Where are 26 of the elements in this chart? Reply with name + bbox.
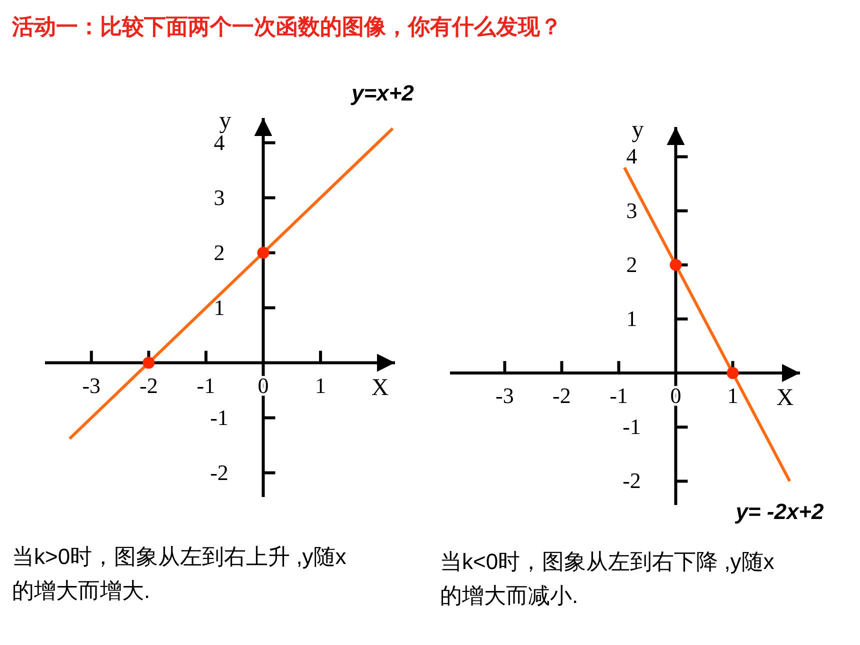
y-tick-label: 2 [626, 252, 638, 277]
x-axis-title: X [371, 374, 389, 401]
x-tick-label: -2 [552, 383, 571, 408]
y-tick-label: 3 [214, 184, 225, 210]
y-tick-label: -1 [210, 404, 228, 430]
text: 当k>0时，图象从左到右上升 ,y随x的增大而增大. [12, 543, 348, 605]
y-tick-label: -2 [210, 460, 228, 485]
y-tick-label: 2 [214, 240, 225, 265]
x-tick-label: 1 [315, 372, 326, 398]
x-tick-label: -3 [496, 383, 514, 408]
y-tick-label: -1 [622, 414, 641, 440]
chart-title: 活动一：比较下面两个一次函数的图像，你有什么发现？ [12, 13, 562, 41]
y-tick-label: 4 [626, 144, 638, 169]
series-label: y=x+2 [350, 80, 415, 106]
x-tick-label: -3 [82, 372, 101, 398]
x-tick-label: -2 [140, 372, 158, 398]
text: 当k<0时，图象从左到右下降 ,y随x的增大而减小. [440, 548, 776, 610]
x-axis-title: X [776, 385, 794, 412]
y-axis-title: y [632, 117, 644, 143]
y-tick-label: 3 [626, 198, 638, 223]
y-tick-label: 1 [214, 294, 225, 320]
y-tick-label: -2 [622, 468, 641, 494]
series-label: y= -2x+2 [734, 499, 825, 524]
y-axis-title: y [219, 108, 232, 134]
y-tick-label: 1 [626, 306, 638, 331]
x-tick-label: 1 [727, 383, 738, 408]
